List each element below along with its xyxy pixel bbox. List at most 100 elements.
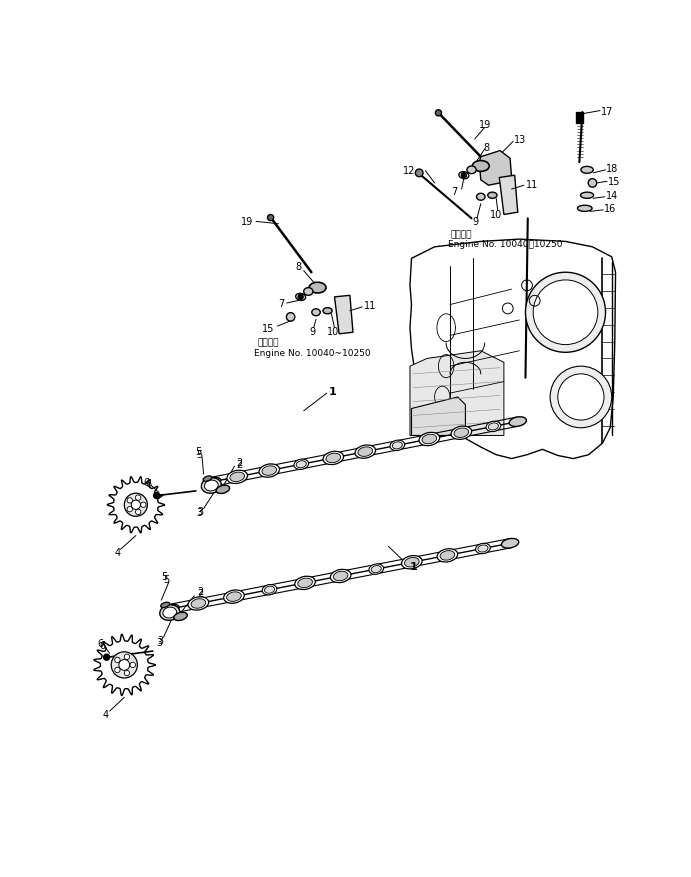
Ellipse shape [369, 564, 384, 574]
Ellipse shape [296, 294, 305, 301]
Polygon shape [410, 239, 616, 459]
Ellipse shape [259, 464, 280, 478]
Ellipse shape [163, 608, 177, 618]
Ellipse shape [392, 442, 402, 449]
Text: 10: 10 [327, 326, 339, 337]
Ellipse shape [312, 310, 320, 317]
Text: 9: 9 [473, 217, 478, 227]
Text: 5: 5 [195, 446, 201, 456]
Text: 16: 16 [604, 204, 616, 214]
Circle shape [533, 281, 598, 346]
Text: 適用号笪: 適用号笪 [258, 338, 279, 346]
Text: 5: 5 [161, 571, 167, 581]
Text: 15: 15 [262, 324, 274, 333]
Ellipse shape [296, 461, 306, 468]
Circle shape [588, 180, 597, 188]
Text: 11: 11 [363, 300, 376, 310]
Ellipse shape [404, 558, 419, 567]
Ellipse shape [581, 168, 593, 174]
Circle shape [415, 170, 423, 177]
Ellipse shape [330, 570, 351, 583]
Text: 7: 7 [451, 187, 457, 197]
Text: 12: 12 [403, 166, 415, 175]
Ellipse shape [265, 587, 274, 594]
Ellipse shape [201, 478, 221, 494]
Ellipse shape [205, 481, 218, 491]
Text: 19: 19 [241, 217, 254, 227]
Circle shape [135, 510, 141, 515]
Circle shape [558, 374, 604, 421]
Circle shape [461, 174, 466, 179]
Circle shape [130, 662, 135, 668]
Circle shape [104, 654, 110, 660]
Text: 2: 2 [237, 460, 243, 469]
Ellipse shape [401, 556, 422, 569]
Circle shape [119, 660, 130, 671]
Ellipse shape [419, 433, 439, 446]
Ellipse shape [230, 473, 245, 482]
Bar [576, 113, 583, 124]
Text: 11: 11 [525, 180, 538, 189]
Text: 6: 6 [145, 479, 151, 488]
Ellipse shape [326, 453, 341, 463]
Ellipse shape [358, 447, 372, 457]
Ellipse shape [205, 478, 221, 487]
Text: Engine No. 10040～10250: Engine No. 10040～10250 [448, 239, 562, 249]
Ellipse shape [298, 579, 312, 588]
Circle shape [111, 652, 138, 678]
Ellipse shape [163, 604, 179, 613]
Polygon shape [480, 152, 511, 186]
Text: 3: 3 [196, 508, 202, 518]
Circle shape [141, 503, 146, 508]
Ellipse shape [191, 599, 206, 609]
Polygon shape [500, 176, 518, 215]
Text: 14: 14 [605, 191, 618, 201]
Ellipse shape [188, 597, 209, 610]
Ellipse shape [451, 426, 472, 440]
Circle shape [435, 111, 442, 117]
Text: 2: 2 [198, 587, 204, 596]
Circle shape [525, 273, 605, 353]
Circle shape [115, 667, 120, 673]
Circle shape [298, 295, 303, 300]
Ellipse shape [459, 173, 468, 180]
Polygon shape [334, 296, 353, 334]
Text: 15: 15 [608, 176, 621, 187]
Circle shape [124, 671, 130, 676]
Text: 4: 4 [114, 548, 120, 558]
Text: 10: 10 [490, 210, 502, 219]
Text: 3: 3 [158, 636, 164, 645]
Ellipse shape [437, 549, 457, 562]
Ellipse shape [227, 592, 241, 602]
Ellipse shape [333, 572, 348, 581]
Ellipse shape [422, 435, 437, 445]
Ellipse shape [309, 283, 326, 294]
Circle shape [135, 496, 141, 501]
Text: 6: 6 [99, 640, 105, 650]
Text: 18: 18 [606, 164, 618, 174]
Ellipse shape [262, 467, 276, 475]
Text: 2: 2 [198, 588, 204, 599]
Ellipse shape [467, 167, 476, 175]
Ellipse shape [294, 460, 309, 470]
Ellipse shape [488, 193, 497, 199]
Text: 6: 6 [144, 477, 150, 487]
Ellipse shape [486, 422, 501, 432]
Ellipse shape [489, 424, 498, 431]
Ellipse shape [502, 538, 519, 548]
Text: Engine No. 10040~10250: Engine No. 10040~10250 [254, 348, 370, 357]
Ellipse shape [475, 544, 491, 554]
Text: 6: 6 [97, 638, 104, 649]
Ellipse shape [323, 452, 343, 465]
Text: 13: 13 [514, 135, 526, 145]
Circle shape [550, 367, 612, 428]
Text: 7: 7 [278, 299, 285, 309]
Ellipse shape [161, 602, 169, 608]
Ellipse shape [224, 590, 244, 603]
Text: 適用号笪: 適用号笪 [450, 230, 471, 239]
Ellipse shape [160, 605, 180, 621]
Ellipse shape [478, 545, 488, 553]
Ellipse shape [477, 194, 485, 201]
Circle shape [124, 654, 130, 660]
Text: 1: 1 [410, 562, 418, 572]
